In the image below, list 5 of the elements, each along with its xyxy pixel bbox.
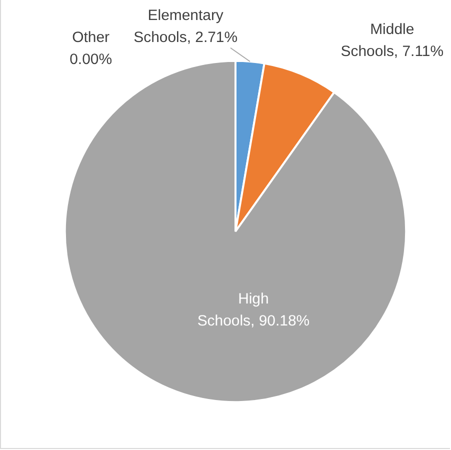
slice-label: High Schools, 90.18% [197,290,310,330]
slice-label: Elementary Schools, 2.71% [134,7,238,46]
slice-label: Middle Schools, 7.11% [340,21,444,60]
category-label: Other [72,29,110,46]
text: 0.00% [70,51,112,68]
